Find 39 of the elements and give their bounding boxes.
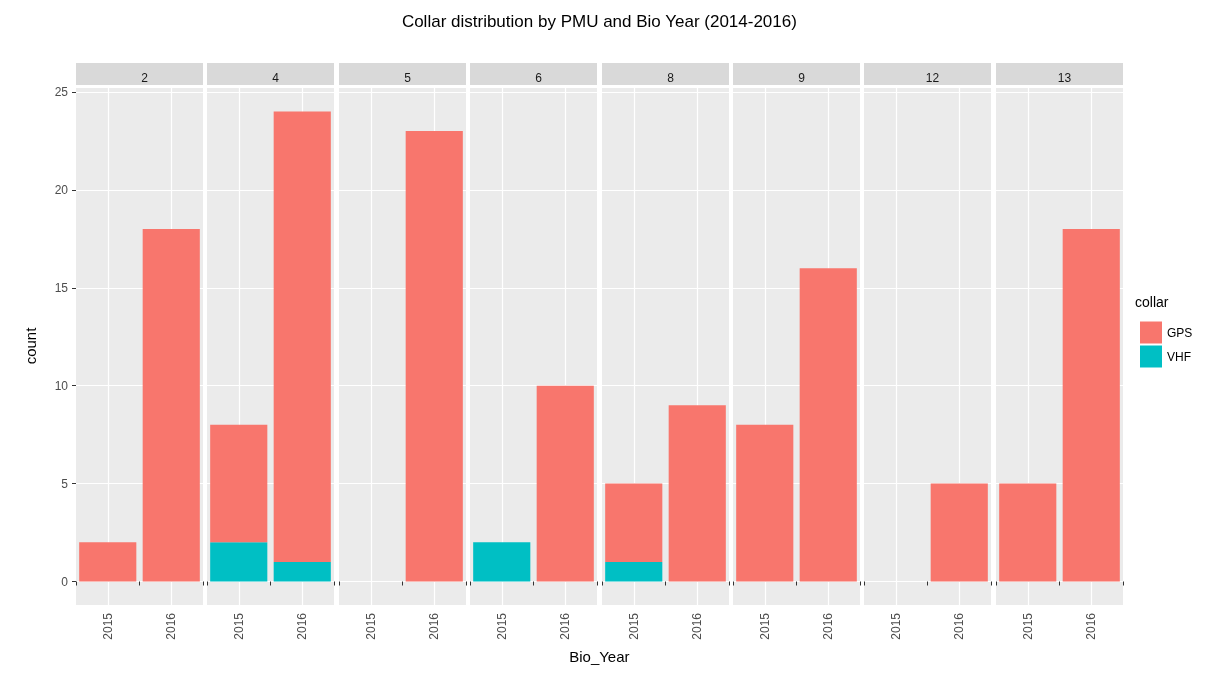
chart-subtitle: 12 bbox=[926, 71, 940, 85]
x-tick-label: 2015 bbox=[232, 612, 247, 640]
chart-subtitle: 13 bbox=[1057, 71, 1072, 85]
x-tick-label: 2015 bbox=[1020, 612, 1035, 640]
x-tick-label: 2016 bbox=[558, 612, 573, 640]
x-tick-label: 2016 bbox=[1084, 612, 1099, 640]
x-tick-label: 2015 bbox=[363, 612, 378, 640]
legend-label: VHF bbox=[1166, 349, 1191, 364]
bar bbox=[274, 561, 332, 582]
bar bbox=[210, 424, 268, 543]
x-tick-label: 2016 bbox=[427, 612, 442, 640]
x-tick-label: 2015 bbox=[889, 612, 904, 640]
y-tick-label: 0 bbox=[61, 574, 69, 589]
x-tick-label: 2016 bbox=[689, 612, 704, 640]
chart-title: Collar distribution by PMU and Bio Year (2014-2016) bbox=[400, 12, 798, 32]
bar bbox=[210, 542, 268, 582]
x-tick-label: 2016 bbox=[295, 612, 310, 640]
x-tick-label: 2015 bbox=[626, 612, 641, 640]
legend-title: collar bbox=[1134, 293, 1169, 310]
y-tick-label: 20 bbox=[54, 182, 69, 197]
y-tick-label: 10 bbox=[54, 378, 69, 393]
x-tick-label: 2015 bbox=[757, 612, 772, 640]
y-tick-label: 25 bbox=[54, 84, 69, 99]
x-tick-label: 2016 bbox=[952, 612, 967, 640]
legend-label: GPS bbox=[1166, 325, 1193, 340]
chart-subtitle: 6 bbox=[535, 71, 543, 85]
chart-subtitle: 2 bbox=[141, 71, 149, 85]
y-axis-title: count bbox=[21, 327, 39, 365]
x-axis-title: Bio_Year bbox=[568, 648, 631, 665]
chart-subtitle: 8 bbox=[666, 71, 674, 85]
y-tick-label: 5 bbox=[61, 476, 69, 491]
y-tick-label: 15 bbox=[54, 280, 69, 295]
x-tick-label: 2015 bbox=[100, 612, 115, 640]
chart-subtitle: 5 bbox=[403, 71, 411, 85]
x-tick-label: 2016 bbox=[821, 612, 836, 640]
chart-subtitle: 4 bbox=[272, 71, 280, 85]
x-tick-label: 2015 bbox=[494, 612, 509, 640]
chart-subtitle: 9 bbox=[798, 71, 806, 85]
x-tick-label: 2016 bbox=[164, 612, 179, 640]
